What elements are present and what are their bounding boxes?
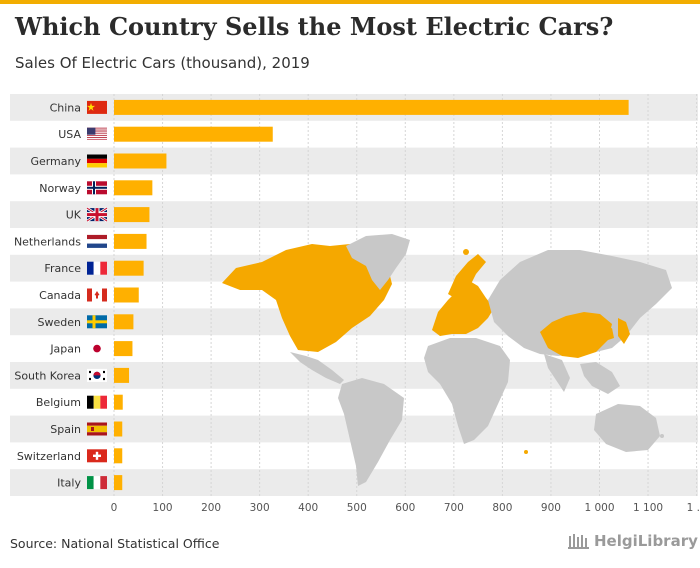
chart-title: Which Country Sells the Most Electric Ca…: [15, 12, 614, 41]
chart-subtitle: Sales Of Electric Cars (thousand), 2019: [15, 54, 310, 72]
map-africa: [424, 338, 510, 444]
x-tick-label: 400: [298, 502, 318, 514]
map-south-america: [338, 378, 404, 486]
japan-flag-icon: [87, 342, 107, 356]
spain-flag-icon: [87, 422, 107, 436]
china-flag-icon: [87, 100, 107, 114]
map-island: [463, 249, 469, 255]
x-tick-label: 600: [395, 502, 415, 514]
canada-flag-icon: [87, 288, 107, 302]
map-island: [524, 450, 528, 454]
france-flag-icon: [87, 261, 107, 275]
category-label: South Korea: [14, 369, 81, 382]
brand-logo: HelgiLibrary: [568, 532, 698, 550]
x-tick-label: 800: [492, 502, 512, 514]
south-korea-flag-icon: [87, 368, 107, 382]
brand-name: HelgiLibrary: [594, 532, 698, 550]
bar-germany: [114, 153, 167, 169]
library-icon: [568, 534, 589, 549]
x-tick-label: 1 ...: [687, 502, 700, 514]
map-scandinavia: [448, 254, 486, 300]
x-tick-label: 100: [153, 502, 173, 514]
category-label: Switzerland: [17, 450, 81, 463]
row-band: [10, 147, 698, 175]
category-label: China: [50, 101, 81, 114]
x-tick-label: 900: [541, 502, 561, 514]
top-accent-bar: [0, 0, 700, 4]
norway-flag-icon: [87, 181, 107, 195]
category-label: USA: [58, 128, 81, 141]
bar-japan: [114, 341, 133, 357]
bar-south-korea: [114, 367, 130, 383]
bar-belgium: [114, 394, 123, 410]
map-australia: [594, 404, 660, 452]
sweden-flag-icon: [87, 315, 107, 329]
map-central-america: [290, 352, 344, 384]
category-label: Netherlands: [14, 235, 81, 248]
bar-spain: [114, 421, 123, 437]
x-tick-label: 1 100: [633, 502, 663, 514]
bar-uk: [114, 207, 150, 223]
map-north-america: [222, 244, 392, 352]
bar-chart: China USA Germany Norway UK Netherlands France…: [10, 94, 700, 514]
category-label: Belgium: [36, 396, 81, 409]
bar-france: [114, 260, 144, 276]
x-tick-label: 1 000: [584, 502, 614, 514]
italy-flag-icon: [87, 476, 107, 490]
category-label: France: [44, 262, 81, 275]
x-tick-label: 700: [444, 502, 464, 514]
belgium-flag-icon: [87, 395, 107, 409]
x-tick-label: 0: [111, 502, 118, 514]
x-tick-label: 200: [201, 502, 221, 514]
row-band: [10, 469, 698, 496]
map-island: [660, 434, 664, 438]
category-label: Japan: [49, 343, 81, 356]
map-europe: [432, 280, 494, 336]
bar-china: [114, 99, 629, 115]
germany-flag-icon: [87, 154, 107, 168]
bar-sweden: [114, 314, 134, 330]
source-note: Source: National Statistical Office: [10, 536, 220, 551]
map-south-asia: [544, 354, 570, 392]
map-japan: [618, 318, 630, 344]
row-band: [10, 201, 698, 228]
category-label: Sweden: [38, 316, 81, 329]
bar-canada: [114, 287, 139, 303]
bar-netherlands: [114, 233, 147, 249]
switzerland-flag-icon: [87, 449, 107, 463]
map-southeast-asia: [580, 362, 620, 394]
map-korea: [606, 328, 614, 340]
category-label: Germany: [30, 155, 81, 168]
map-china: [540, 312, 612, 358]
netherlands-flag-icon: [87, 234, 107, 248]
bar-italy: [114, 475, 123, 491]
bar-usa: [114, 126, 273, 142]
bar-switzerland: [114, 448, 123, 464]
category-label: Canada: [39, 289, 81, 302]
world-map-background: [222, 234, 672, 486]
uk-flag-icon: [86, 207, 108, 223]
x-tick-label: 300: [250, 502, 270, 514]
category-label: Norway: [39, 182, 81, 195]
x-tick-label: 500: [347, 502, 367, 514]
bar-norway: [114, 180, 153, 196]
category-label: UK: [66, 209, 82, 222]
category-label: Italy: [57, 477, 81, 490]
usa-flag-icon: [87, 127, 107, 141]
category-label: Spain: [50, 423, 81, 436]
map-greenland: [346, 234, 410, 290]
